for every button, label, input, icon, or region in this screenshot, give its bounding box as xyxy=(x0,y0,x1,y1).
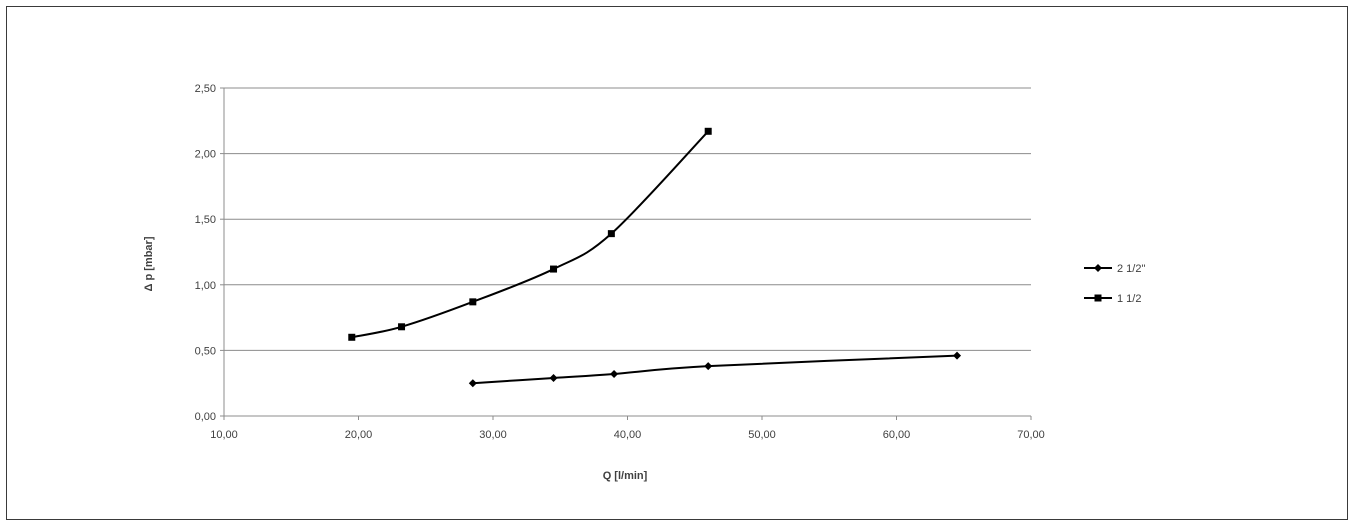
legend-marker xyxy=(1094,264,1102,272)
x-tick-label: 20,00 xyxy=(345,429,373,441)
legend: 2 1/2" 1 1/2 xyxy=(1084,263,1145,305)
data-point xyxy=(348,333,356,341)
data-point xyxy=(550,265,558,273)
chart-frame xyxy=(6,6,1348,520)
y-tick-label: 2,50 xyxy=(195,83,216,95)
x-tick-label: 70,00 xyxy=(1017,429,1045,441)
legend-label: 2 1/2" xyxy=(1117,263,1145,275)
y-tick-label: 2,00 xyxy=(195,149,216,161)
y-tick-label: 0,00 xyxy=(195,411,216,423)
gridlines xyxy=(224,87,1031,351)
series-2-1-2-line xyxy=(472,354,958,385)
legend-label: 1 1/2 xyxy=(1117,293,1141,305)
data-point xyxy=(610,370,619,379)
y-tick-label: 1,50 xyxy=(195,214,216,226)
x-tick-label: 40,00 xyxy=(614,429,642,441)
data-point xyxy=(953,351,962,360)
data-point xyxy=(704,127,712,135)
y-tick-label: 0,50 xyxy=(195,345,216,357)
data-point xyxy=(607,230,615,238)
x-tick-label: 50,00 xyxy=(748,429,776,441)
x-tick-label: 60,00 xyxy=(883,429,911,441)
y-axis-title: Δ p [mbar] xyxy=(143,236,155,291)
data-point xyxy=(704,362,713,371)
y-tick-label: 1,00 xyxy=(195,280,216,292)
data-point xyxy=(468,379,477,388)
x-axis-title: Q [l/min] xyxy=(603,470,648,482)
data-point xyxy=(549,373,558,382)
data-point xyxy=(398,323,406,331)
x-tick-label: 30,00 xyxy=(479,429,507,441)
legend-marker xyxy=(1094,294,1102,302)
data-point xyxy=(469,298,477,306)
x-tick-label: 10,00 xyxy=(210,429,238,441)
series-lines xyxy=(348,127,962,388)
series-1-1-2-line xyxy=(351,130,709,339)
axes: 0,00 0,50 1,00 1,50 2,00 2,50 10,00 20,00 30,00 4… xyxy=(195,83,1045,441)
